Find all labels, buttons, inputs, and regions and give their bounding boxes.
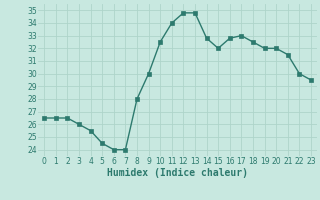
X-axis label: Humidex (Indice chaleur): Humidex (Indice chaleur) — [107, 168, 248, 178]
